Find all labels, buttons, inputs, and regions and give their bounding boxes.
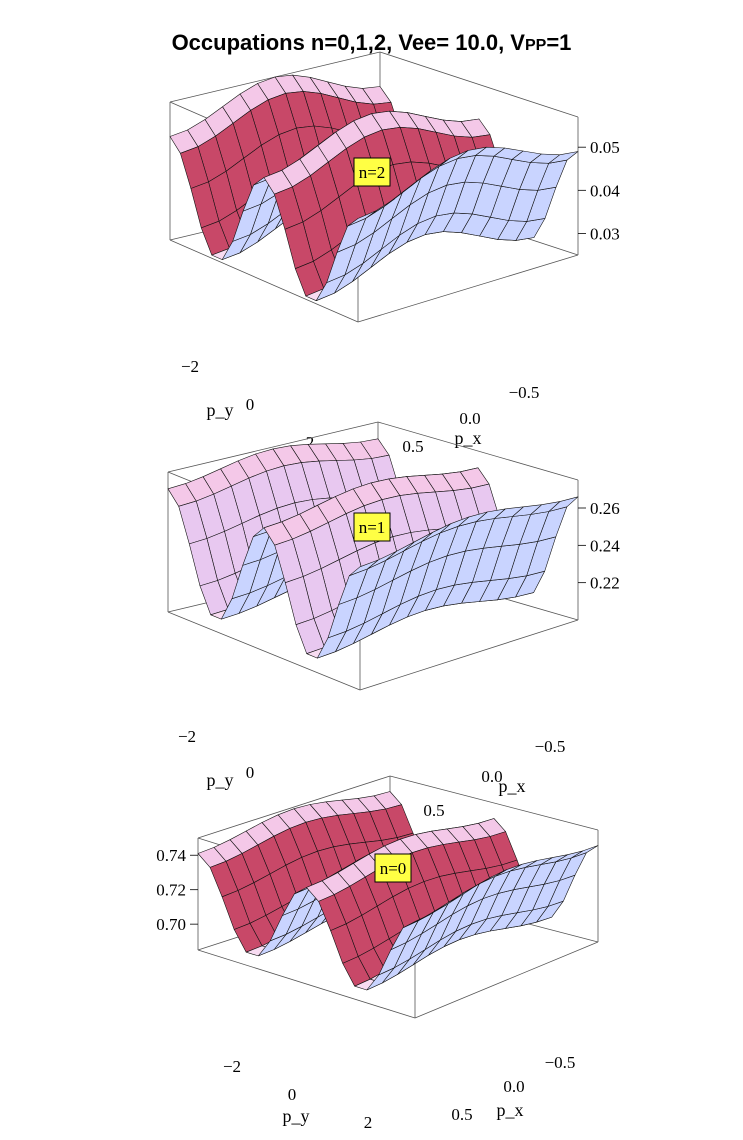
y-tick-label: 2 <box>306 433 315 452</box>
z-tick-label: 0.05 <box>590 138 620 157</box>
x-tick-label: −0.5 <box>509 383 540 402</box>
z-axis: 0.22 0.24 0.26 <box>578 499 620 593</box>
box-edge <box>167 421 379 473</box>
z-tick-label: 0.03 <box>590 224 620 243</box>
panel-label-text: n=2 <box>359 163 386 182</box>
surface-mesh <box>197 791 599 991</box>
z-tick-label: 0.22 <box>590 574 620 593</box>
y-tick-label: −2 <box>178 727 196 746</box>
panel-label: n=1 <box>353 512 391 542</box>
x-tick-label: 0.0 <box>481 767 502 786</box>
y-tick-label: 0 <box>288 1085 297 1104</box>
surface-mesh <box>167 438 579 659</box>
x-tick-label: −0.5 <box>535 737 566 756</box>
box-edge <box>379 51 579 118</box>
z-tick-label: 0.70 <box>156 915 186 934</box>
z-axis: 0.03 0.04 0.05 <box>578 138 620 243</box>
title-suffix: =1 <box>546 30 572 55</box>
surface-patch <box>347 210 377 227</box>
y-axis: −2 0 2 p_y <box>181 357 314 452</box>
box-edge <box>169 239 359 323</box>
x-axis-label: p_x <box>499 776 526 796</box>
box-edge <box>414 941 599 1019</box>
chart-title: Occupations n=0,1,2, Vee= 10.0, VPP=1 <box>0 30 743 56</box>
x-tick-label: 0.0 <box>459 409 480 428</box>
panel-label-text: n=1 <box>359 518 386 537</box>
x-axis: 0.5 0.0 −0.5 p_x <box>423 737 565 820</box>
z-tick-label: 0.24 <box>590 536 620 555</box>
panel-label-box <box>374 853 412 883</box>
box-edge <box>359 619 579 691</box>
y-tick-label: 0 <box>246 763 255 782</box>
y-tick-label: −2 <box>181 357 199 376</box>
y-tick-label: −2 <box>223 1057 241 1076</box>
x-tick-label: 0.5 <box>423 801 444 820</box>
y-axis: −2 0 2 p_y <box>223 1057 372 1132</box>
z-tick-label: 0.04 <box>590 181 620 200</box>
z-tick-label: 0.74 <box>156 846 186 865</box>
box-edge <box>389 775 599 831</box>
title-main: Occupations n=0,1,2, Vee= 10.0, V <box>171 30 525 55</box>
y-axis-label: p_y <box>207 770 234 790</box>
box-edge <box>357 254 579 323</box>
surface-plot-n1: 0.22 0.24 0.26 0.5 0.0 −0.5 p_x −2 0 2 p_y n=1 <box>167 421 620 824</box>
box-edge <box>167 611 361 691</box>
panel-label: n=0 <box>374 853 412 883</box>
surface-plot-n0: 0.70 0.72 0.74 0.5 0.0 −0.5 p_x −2 0 2 p_y n=0 <box>156 775 599 1132</box>
panel-label-box <box>353 157 391 187</box>
y-tick-label: 2 <box>364 1113 373 1132</box>
panel-label: n=2 <box>353 157 391 187</box>
x-axis-label: p_x <box>455 428 482 448</box>
z-tick-label: 0.26 <box>590 499 620 518</box>
x-axis-label: p_x <box>497 1100 524 1120</box>
title-subscript: PP <box>524 37 547 54</box>
x-tick-label: 0.5 <box>402 437 423 456</box>
x-tick-label: −0.5 <box>545 1053 576 1072</box>
y-axis-label: p_y <box>207 400 234 420</box>
x-axis: 0.5 0.0 −0.5 p_x <box>402 383 539 456</box>
panel-label-box <box>353 512 391 542</box>
box-edge <box>197 949 416 1019</box>
z-axis: 0.70 0.72 0.74 <box>156 846 198 934</box>
panel-label-text: n=0 <box>380 859 407 878</box>
x-tick-label: 0.0 <box>503 1077 524 1096</box>
y-axis-label: p_y <box>283 1106 310 1126</box>
x-tick-label: 0.5 <box>451 1105 472 1124</box>
surface-patch <box>348 559 379 576</box>
surface-patch <box>402 914 431 929</box>
surface-plot-n2: 0.03 0.04 0.05 0.5 0.0 −0.5 p_x −2 0 2 p_y n=2 <box>169 51 620 456</box>
box-edge <box>377 421 579 481</box>
y-tick-label: 0 <box>246 395 255 414</box>
z-tick-label: 0.72 <box>156 881 186 900</box>
x-axis: 0.5 0.0 −0.5 p_x <box>451 1053 575 1124</box>
box-edge <box>197 775 391 839</box>
